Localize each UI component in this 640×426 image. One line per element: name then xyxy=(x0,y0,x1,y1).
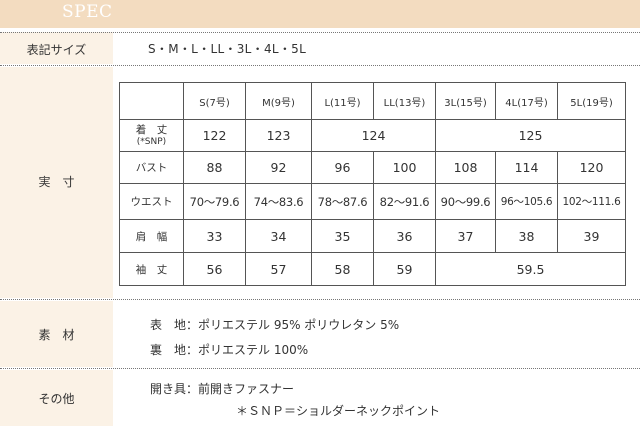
divider xyxy=(0,299,640,300)
size-header: S(7号) xyxy=(183,82,246,120)
table-cell: 124 xyxy=(311,119,436,152)
table-cell: 70〜79.6 xyxy=(183,183,246,220)
table-cell: 108 xyxy=(435,151,496,184)
table-cell: 92 xyxy=(245,151,312,184)
table-cell: 74〜83.6 xyxy=(245,183,312,220)
label-cell-other: その他 xyxy=(0,370,113,426)
size-header: L(11号) xyxy=(311,82,374,120)
table-cell: 36 xyxy=(373,219,436,253)
table-cell: 82〜91.6 xyxy=(373,183,436,220)
table-cell: 57 xyxy=(245,252,312,286)
table-cell: 125 xyxy=(435,119,626,152)
table-cell: 35 xyxy=(311,219,374,253)
label-cell-measurements: 実 寸 xyxy=(0,67,113,298)
material-label: 素 材 xyxy=(38,328,75,342)
table-row-bust: バスト 88 92 96 100 108 114 120 xyxy=(119,151,626,184)
table-row-length: 着 丈 (*SNP) 122 123 124 125 xyxy=(119,119,626,152)
table-cell: 59 xyxy=(373,252,436,286)
length-label: 着 丈 xyxy=(135,123,168,136)
label-cell-size-notation: 表記サイズ xyxy=(0,32,113,64)
table-row-sleeve: 袖 丈 56 57 58 59 59.5 xyxy=(119,252,626,286)
size-header: 3L(15号) xyxy=(435,82,496,120)
table-cell: 37 xyxy=(435,219,496,253)
row-label-sleeve: 袖 丈 xyxy=(119,252,184,286)
table-cell: 34 xyxy=(245,219,312,253)
size-header: LL(13号) xyxy=(373,82,436,120)
table-cell: 78〜87.6 xyxy=(311,183,374,220)
divider xyxy=(0,368,640,369)
divider xyxy=(0,32,640,33)
spec-title: SPEC xyxy=(62,2,113,22)
other-label: その他 xyxy=(38,392,75,406)
row-label-waist: ウエスト xyxy=(119,183,184,220)
divider xyxy=(0,65,640,66)
table-cell: 39 xyxy=(557,219,626,253)
table-corner-cell xyxy=(119,82,184,120)
length-snp-label: (*SNP) xyxy=(136,136,167,147)
table-cell: 102〜111.6 xyxy=(557,183,626,220)
measurement-table: S(7号) M(9号) L(11号) LL(13号) 3L(15号) 4L(17… xyxy=(119,82,626,286)
table-cell: 58 xyxy=(311,252,374,286)
label-cell-material: 素 材 xyxy=(0,301,113,367)
material-lining: 裏 地：ポリエステル 100% xyxy=(150,343,309,357)
row-label-bust: バスト xyxy=(119,151,184,184)
table-cell: 96 xyxy=(311,151,374,184)
table-cell: 100 xyxy=(373,151,436,184)
table-row-waist: ウエスト 70〜79.6 74〜83.6 78〜87.6 82〜91.6 90〜… xyxy=(119,183,626,220)
measurements-label: 実 寸 xyxy=(38,175,75,189)
table-cell: 96〜105.6 xyxy=(495,183,558,220)
table-cell: 120 xyxy=(557,151,626,184)
table-cell: 122 xyxy=(183,119,246,152)
table-cell: 56 xyxy=(183,252,246,286)
table-cell: 123 xyxy=(245,119,312,152)
material-outer: 表 地：ポリエステル 95% ポリウレタン 5% xyxy=(150,318,400,332)
spec-header-bar: SPEC xyxy=(0,0,640,28)
table-cell: 114 xyxy=(495,151,558,184)
size-list: S・M・L・LL・3L・4L・5L xyxy=(148,42,307,56)
fastening-info: 開き具：前開きファスナー xyxy=(150,382,295,396)
table-row-shoulder: 肩 幅 33 34 35 36 37 38 39 xyxy=(119,219,626,253)
table-cell: 90〜99.6 xyxy=(435,183,496,220)
table-cell: 59.5 xyxy=(435,252,626,286)
row-label-length: 着 丈 (*SNP) xyxy=(119,119,184,152)
size-header: M(9号) xyxy=(245,82,312,120)
size-header: 4L(17号) xyxy=(495,82,558,120)
table-cell: 88 xyxy=(183,151,246,184)
size-notation-label: 表記サイズ xyxy=(26,43,87,57)
table-header-row: S(7号) M(9号) L(11号) LL(13号) 3L(15号) 4L(17… xyxy=(119,82,626,120)
table-cell: 38 xyxy=(495,219,558,253)
table-cell: 33 xyxy=(183,219,246,253)
row-label-shoulder: 肩 幅 xyxy=(119,219,184,253)
size-header: 5L(19号) xyxy=(557,82,626,120)
snp-note: ＊ＳＮＰ＝ショルダーネックポイント xyxy=(236,404,441,418)
